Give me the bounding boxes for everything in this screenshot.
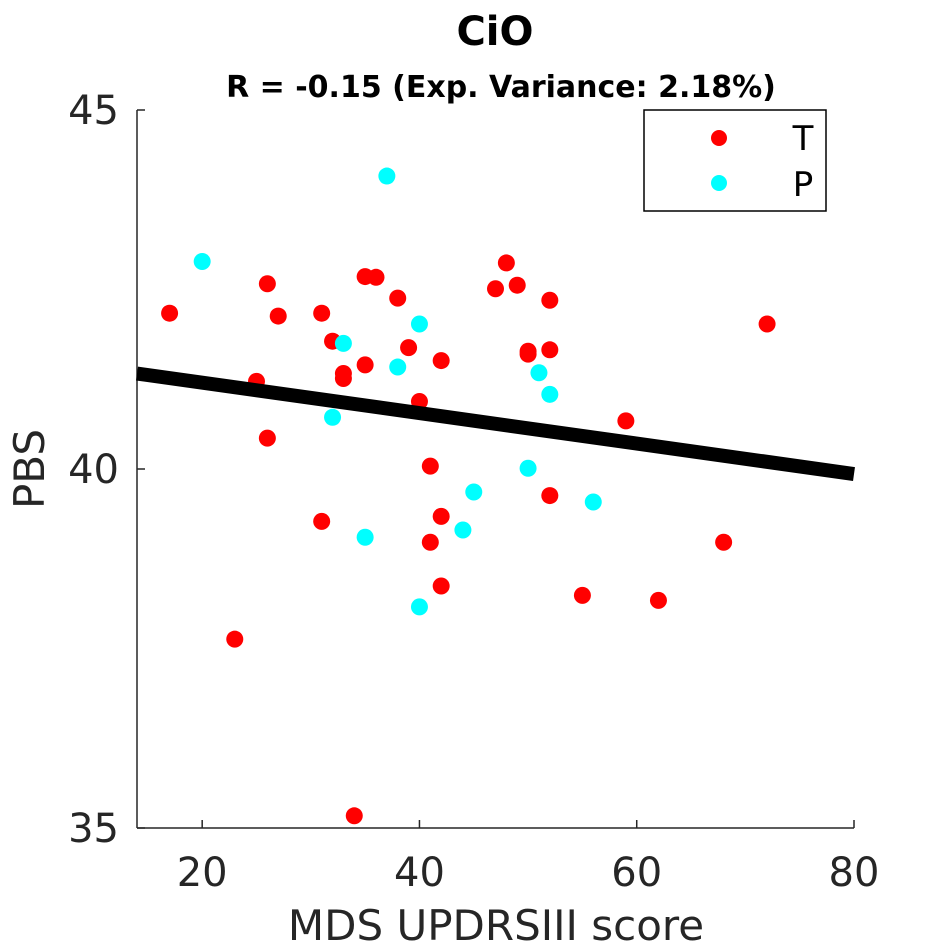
data-point-t bbox=[389, 289, 407, 307]
chart-subtitle: R = -0.15 (Exp. Variance: 2.18%) bbox=[226, 70, 776, 105]
data-point-p bbox=[465, 483, 483, 501]
data-point-t bbox=[715, 533, 733, 551]
data-point-t bbox=[421, 457, 439, 475]
data-point-p bbox=[193, 252, 211, 270]
data-point-t bbox=[161, 304, 179, 322]
data-point-p bbox=[454, 521, 472, 539]
x-axis-ticks: 20 40 60 80 bbox=[177, 820, 880, 896]
data-point-t bbox=[649, 591, 667, 609]
axes bbox=[136, 110, 854, 829]
x-tick-label: 60 bbox=[611, 850, 662, 896]
y-tick-label: 40 bbox=[68, 447, 119, 493]
data-point-t bbox=[226, 630, 244, 648]
data-point-p bbox=[378, 167, 396, 185]
fit-line-group bbox=[136, 366, 855, 481]
data-point-t bbox=[258, 429, 276, 447]
x-axis-label: MDS UPDRSIII score bbox=[288, 901, 704, 945]
data-point-p bbox=[389, 358, 407, 376]
data-points bbox=[161, 167, 776, 825]
data-point-t bbox=[334, 365, 352, 383]
data-point-t bbox=[432, 577, 450, 595]
data-point-t bbox=[313, 304, 331, 322]
x-tick-label: 20 bbox=[177, 850, 228, 896]
y-tick-label: 35 bbox=[68, 806, 119, 852]
data-point-t bbox=[487, 280, 504, 298]
y-tick-label: 45 bbox=[68, 88, 119, 134]
data-point-p bbox=[584, 493, 602, 511]
legend-marker-t bbox=[711, 130, 727, 146]
y-axis-ticks: 35 40 45 bbox=[68, 88, 145, 852]
data-point-t bbox=[541, 291, 559, 309]
data-point-t bbox=[432, 352, 450, 370]
data-point-p bbox=[356, 528, 374, 546]
data-point-t bbox=[400, 339, 418, 357]
data-point-t bbox=[508, 276, 526, 294]
legend-marker-p bbox=[711, 175, 727, 191]
data-point-t bbox=[432, 507, 450, 525]
chart-title: CiO bbox=[456, 9, 533, 55]
data-point-t bbox=[258, 275, 276, 293]
legend-label-p: P bbox=[793, 165, 814, 205]
x-tick-label: 80 bbox=[829, 850, 880, 896]
data-point-t bbox=[541, 341, 559, 359]
data-point-p bbox=[541, 385, 559, 403]
legend-label-t: T bbox=[792, 119, 814, 159]
data-point-p bbox=[410, 315, 428, 333]
data-point-t bbox=[573, 586, 591, 604]
data-point-p bbox=[334, 334, 352, 352]
legend-box bbox=[643, 109, 827, 212]
data-point-t bbox=[356, 356, 374, 374]
data-point-t bbox=[367, 268, 385, 286]
data-point-t bbox=[345, 807, 363, 825]
data-point-t bbox=[758, 315, 776, 333]
data-point-t bbox=[421, 533, 439, 551]
data-point-t bbox=[617, 412, 635, 430]
x-tick-label: 40 bbox=[394, 850, 445, 896]
data-point-t bbox=[519, 345, 537, 363]
legend: T P bbox=[643, 109, 827, 212]
data-point-p bbox=[410, 598, 428, 616]
data-point-p bbox=[519, 459, 537, 477]
data-point-t bbox=[313, 512, 331, 530]
data-point-t bbox=[541, 487, 559, 505]
data-point-t bbox=[497, 254, 515, 272]
data-point-p bbox=[324, 408, 342, 426]
data-point-p bbox=[530, 364, 548, 382]
data-point-t bbox=[269, 307, 287, 325]
fit-line bbox=[136, 366, 855, 481]
y-axis-label: PBS bbox=[5, 429, 54, 509]
